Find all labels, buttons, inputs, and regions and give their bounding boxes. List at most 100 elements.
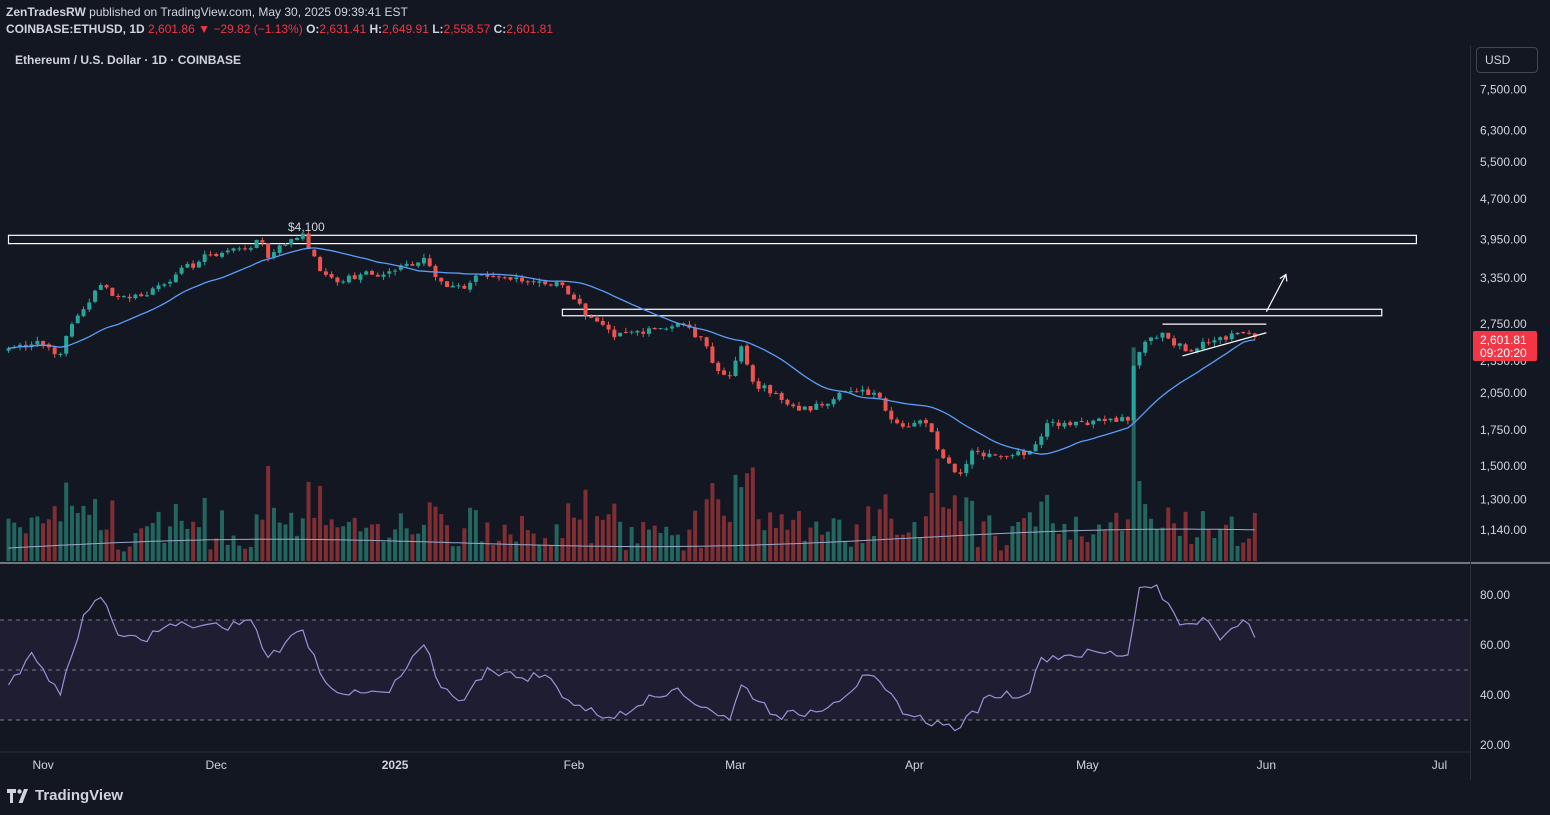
candle-body <box>98 285 103 290</box>
volume-bar <box>104 529 109 561</box>
volume-bar <box>820 534 825 561</box>
annotation-4100-label: $4,100 <box>288 220 325 234</box>
close-value: 2,601.81 <box>506 22 553 36</box>
high-value: 2,649.91 <box>382 22 429 36</box>
candle-body <box>1166 332 1171 339</box>
candle-body <box>225 250 230 253</box>
volume-bar <box>623 550 628 561</box>
candle-body <box>1079 421 1084 423</box>
candle-body <box>410 264 415 266</box>
volume-bar <box>346 521 351 561</box>
candle-body <box>1183 344 1188 352</box>
currency-button[interactable]: USD <box>1476 47 1538 73</box>
candle-body <box>266 243 271 258</box>
candle-body <box>41 340 46 345</box>
volume-bar <box>923 516 928 561</box>
volume-bar <box>514 541 519 561</box>
resistance-zones <box>7 234 1417 317</box>
candle-body <box>502 277 507 279</box>
rsi-pane: 80.00 60.00 40.00 20.00 <box>0 584 1510 752</box>
volume-bar <box>710 482 715 561</box>
candle-body <box>1241 332 1246 334</box>
volume-bar <box>46 519 51 561</box>
volume-bar <box>271 507 276 561</box>
volume-bar <box>791 519 796 561</box>
volume-bar <box>1062 523 1067 561</box>
triangle-bottom-line[interactable] <box>1182 332 1267 357</box>
candle-body <box>906 426 911 428</box>
volume-bar <box>1108 522 1113 561</box>
price-tick-label: 1,140.00 <box>1480 523 1527 537</box>
volume-bar <box>854 524 859 561</box>
price-badge-countdown: 09:20:20 <box>1480 346 1527 360</box>
candle-body <box>612 329 617 338</box>
volume-bar <box>721 515 726 561</box>
rsi-tick-label: 20.00 <box>1480 738 1510 752</box>
volume-bar <box>185 528 190 561</box>
volume-bar <box>664 526 669 561</box>
volume-bar <box>998 550 1003 561</box>
volume-bar <box>168 526 173 561</box>
candle-body <box>589 316 594 318</box>
candle-body <box>1085 422 1090 425</box>
volume-bar <box>1252 512 1257 561</box>
volume-bar <box>323 525 328 561</box>
candle-body <box>277 245 282 254</box>
volume-bar <box>93 499 98 561</box>
candle-body <box>623 331 628 333</box>
volume-bar <box>681 550 686 561</box>
volume-bar <box>1085 541 1090 561</box>
author-name[interactable]: ZenTradesRW <box>6 5 86 19</box>
volume-bar <box>531 533 536 561</box>
time-axis: Nov Dec 2025 Feb Mar Apr May Jun Jul <box>32 758 1447 772</box>
candle-body <box>1097 418 1102 421</box>
candle-body <box>883 398 888 411</box>
candle-body <box>375 274 380 277</box>
volume-bar <box>1247 538 1252 561</box>
volume-bar <box>837 519 842 561</box>
price-tick-label: 1,750.00 <box>1480 423 1527 437</box>
resistance-zone-1[interactable] <box>7 234 1417 245</box>
resistance-zone-2[interactable] <box>561 308 1383 317</box>
candle-body <box>970 450 975 465</box>
volume-bar <box>1091 534 1096 561</box>
candle-body <box>1212 340 1217 343</box>
volume-bar <box>1097 524 1102 561</box>
candle-body <box>1131 365 1136 421</box>
candle-body <box>1004 455 1009 457</box>
candle-body <box>133 294 138 299</box>
candle-body <box>1114 417 1119 422</box>
volume-bar <box>860 543 865 561</box>
volume-bar <box>1016 522 1021 561</box>
candle-body <box>600 321 605 325</box>
volume-bar <box>796 511 801 561</box>
candle-body <box>520 277 525 282</box>
volume-bar <box>745 473 750 561</box>
volume-bar <box>1177 535 1182 561</box>
volume-bar <box>214 538 219 561</box>
candle-body <box>127 296 132 299</box>
candle-body <box>675 323 680 327</box>
candle-body <box>243 248 248 250</box>
candle-body <box>929 423 934 433</box>
volume-bar <box>935 458 940 561</box>
candle-body <box>820 404 825 406</box>
volume-bar <box>352 517 357 561</box>
volume-bar <box>6 518 11 561</box>
tradingview-logo[interactable]: TradingView <box>7 787 123 804</box>
breakout-arrow[interactable] <box>1265 274 1287 312</box>
candle-body <box>710 346 715 363</box>
candle-body <box>271 252 276 258</box>
time-tick-label: Jun <box>1257 758 1276 772</box>
candle-body <box>895 419 900 424</box>
volume-bar <box>416 533 421 561</box>
candle-body <box>248 248 253 250</box>
volume-bar <box>652 525 657 561</box>
volume-bar <box>69 505 74 561</box>
volume-bar <box>289 512 294 561</box>
volume-bar <box>75 513 80 561</box>
candle-body <box>306 233 311 249</box>
candle-body <box>1206 342 1211 344</box>
volume-bar <box>560 538 565 561</box>
